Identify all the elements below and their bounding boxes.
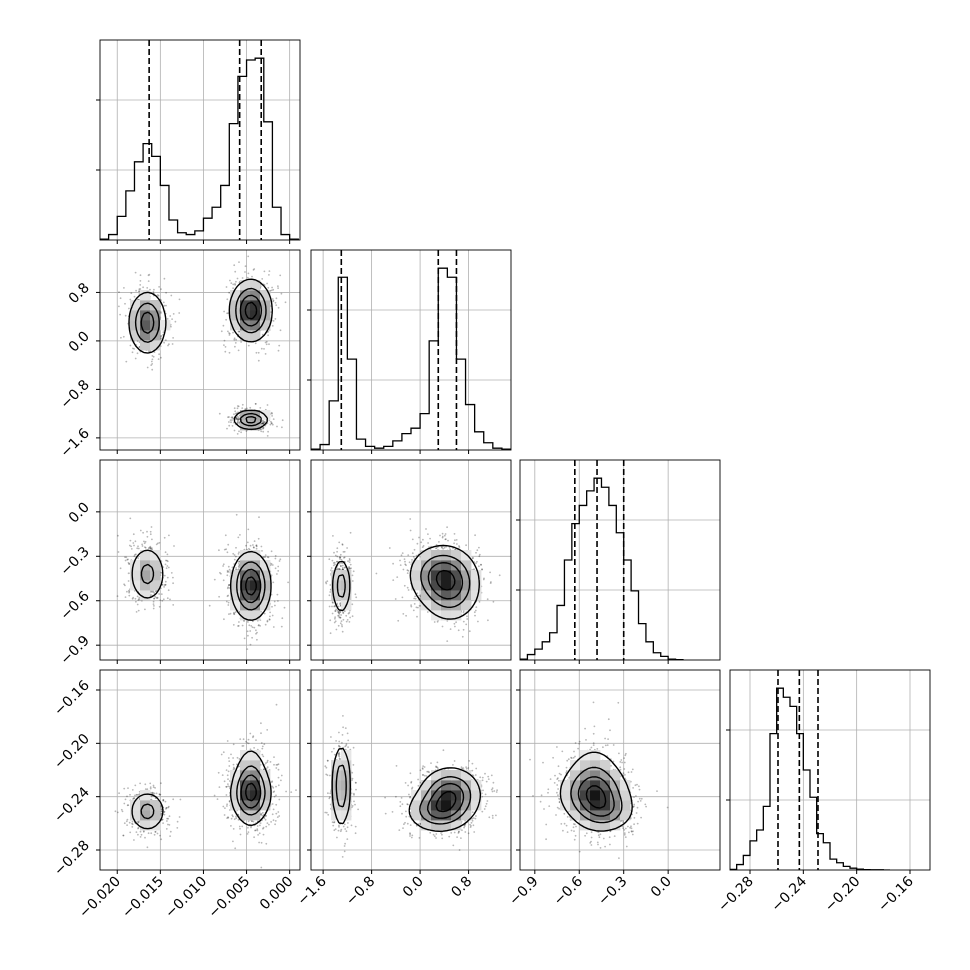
- scatter-panel-0-2: [96, 459, 301, 664]
- contour-level: [140, 294, 263, 424]
- density-cells: [331, 750, 482, 831]
- y-tick-label: −0.9: [57, 633, 92, 668]
- histogram-panel-0: [96, 39, 301, 244]
- scatter-panel-2-3: [516, 669, 721, 874]
- x-tick-label: −0.16: [875, 873, 917, 915]
- contour-lines: [331, 747, 482, 832]
- x-tick-label: −0.005: [205, 874, 253, 922]
- contour-lines: [332, 544, 480, 620]
- x-tick-label: −1.6: [295, 873, 330, 908]
- contour-level: [336, 554, 471, 608]
- density-cells: [130, 550, 271, 621]
- histogram-step: [311, 267, 511, 450]
- histogram-panel-2: [516, 459, 721, 664]
- contour-lines: [128, 278, 273, 430]
- contour-lines: [131, 750, 272, 830]
- x-tick-label: −0.24: [768, 873, 810, 915]
- x-tick-label: 0.0: [400, 874, 427, 901]
- scatter-panel-0-3: [96, 669, 301, 874]
- density-cells: [331, 550, 482, 621]
- contour-level: [245, 576, 257, 596]
- contour-lines: [559, 751, 633, 832]
- contour-level: [559, 751, 633, 832]
- x-tick-label: 0.8: [448, 874, 475, 901]
- y-tick-label: 0.8: [66, 280, 93, 307]
- panel-frame: [519, 669, 721, 871]
- contour-level: [577, 776, 615, 817]
- y-tick-label: −1.6: [57, 425, 92, 460]
- y-tick-label: −0.28: [51, 838, 93, 880]
- panel-frame: [99, 249, 301, 451]
- panel-frame: [310, 669, 512, 871]
- histogram-step: [100, 57, 299, 240]
- y-tick-label: −0.3: [57, 544, 92, 579]
- contour-level: [245, 782, 257, 802]
- y-tick-label: −0.6: [57, 588, 92, 623]
- histogram-panel-1: [307, 249, 512, 454]
- x-tick-label: −0.020: [76, 874, 124, 922]
- x-tick-label: −0.010: [162, 874, 210, 922]
- contour-lines: [131, 549, 272, 621]
- panel-frame: [310, 249, 512, 451]
- histogram-panel-3: [726, 669, 931, 874]
- panel-frame: [99, 669, 301, 871]
- contour-level: [435, 791, 457, 813]
- contour-level: [240, 774, 262, 809]
- panel-frame: [519, 459, 721, 661]
- contour-level: [140, 765, 266, 820]
- contour-level: [427, 782, 465, 819]
- contour-level: [240, 568, 262, 604]
- panel-frame: [310, 459, 512, 661]
- histogram-step: [730, 687, 890, 870]
- y-tick-label: −0.8: [57, 377, 92, 412]
- scatter-panel-1-3: [307, 669, 512, 874]
- x-tick-label: −0.9: [506, 874, 541, 909]
- x-tick-label: −0.8: [343, 874, 378, 909]
- panel-frame: [99, 459, 301, 661]
- x-tick-label: −0.20: [822, 874, 864, 916]
- scatter-panel-0-1: [96, 249, 301, 454]
- y-tick-label: 0.0: [66, 499, 93, 526]
- scatter-panel-1-2: [307, 459, 512, 664]
- x-tick-label: −0.3: [595, 874, 630, 909]
- y-tick-label: −0.20: [51, 731, 93, 773]
- panels-layer: [96, 39, 931, 874]
- contour-level: [332, 544, 480, 620]
- density-cells: [130, 750, 271, 831]
- contour-level: [131, 750, 272, 830]
- contour-level: [427, 562, 464, 600]
- panel-frame: [99, 39, 301, 241]
- x-tick-label: −0.6: [551, 873, 586, 908]
- contour-level: [140, 561, 266, 611]
- x-tick-label: 0.000: [257, 874, 297, 914]
- y-tick-label: −0.16: [51, 677, 93, 719]
- x-tick-label: 0.0: [648, 874, 675, 901]
- contour-level: [585, 785, 607, 809]
- x-tick-label: −0.015: [119, 874, 167, 922]
- y-tick-label: −0.24: [51, 784, 93, 826]
- contour-level: [435, 569, 456, 591]
- contour-level: [134, 287, 267, 427]
- histogram-step: [520, 477, 684, 660]
- contour-level: [335, 764, 472, 825]
- y-tick-label: 0.0: [66, 328, 93, 355]
- contour-level: [128, 278, 273, 430]
- panel-frame: [729, 669, 931, 871]
- x-tick-label: −0.28: [715, 874, 757, 916]
- contour-level: [331, 747, 482, 832]
- contour-level: [570, 766, 623, 824]
- contour-level: [244, 301, 258, 320]
- contour-level: [131, 549, 272, 621]
